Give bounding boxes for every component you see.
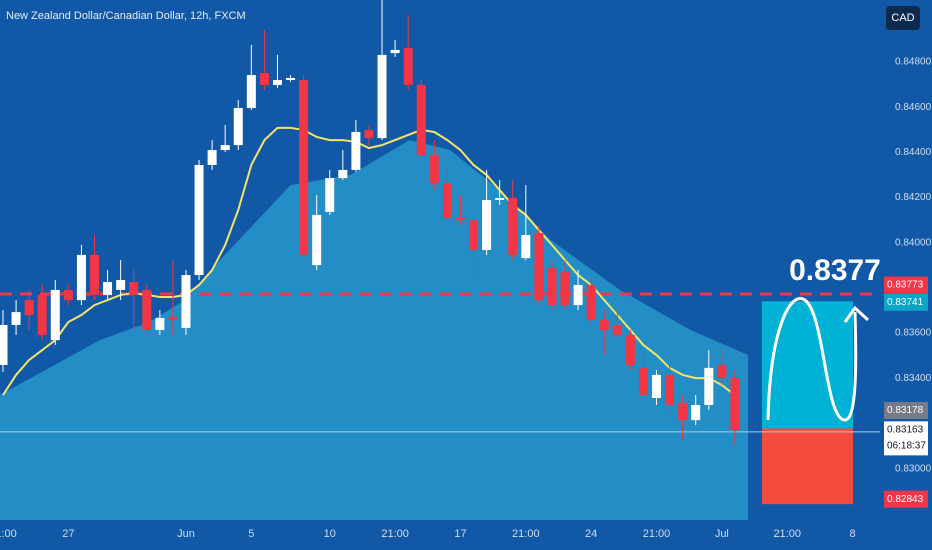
candle-body xyxy=(272,80,282,85)
x-tick-label: 24 xyxy=(585,528,597,540)
price-label: 0.83178 xyxy=(887,405,924,416)
y-tick-label: 0.84800 xyxy=(895,57,932,68)
x-tick-label: 8 xyxy=(849,528,855,540)
x-tick-label: 21:00 xyxy=(381,528,409,540)
y-tick-label: 0.83600 xyxy=(895,328,932,339)
y-tick-label: 0.83000 xyxy=(895,463,932,474)
candle-body xyxy=(691,404,701,421)
candle-body xyxy=(181,275,191,328)
price-label-box xyxy=(884,293,928,311)
currency-button[interactable] xyxy=(886,6,920,30)
x-tick-label: 21:00 xyxy=(643,528,671,540)
price-label-box xyxy=(884,421,928,456)
indicator-area xyxy=(0,140,748,521)
candle-body xyxy=(338,169,348,179)
x-tick-label: 10 xyxy=(324,528,336,540)
price-label: 0.83773 xyxy=(887,280,924,291)
y-tick-label: 0.84000 xyxy=(895,237,932,248)
candle-body xyxy=(390,49,400,54)
x-tick-label: 5 xyxy=(248,528,254,540)
candle-body xyxy=(573,284,583,306)
candle-body xyxy=(521,235,531,259)
candle-body xyxy=(168,317,178,320)
price-label: 0.83163 xyxy=(887,425,924,436)
candle-body xyxy=(233,108,243,146)
candle-body xyxy=(286,77,296,80)
candle-body xyxy=(495,197,505,200)
candle-body xyxy=(116,280,126,290)
candle-body xyxy=(482,200,492,250)
y-tick-label: 0.84200 xyxy=(895,192,932,203)
candle-body xyxy=(155,317,165,330)
x-tick-label: 21:00 xyxy=(773,528,801,540)
candle-body xyxy=(638,367,648,396)
candle-body xyxy=(220,145,230,151)
candle-body xyxy=(547,268,557,306)
y-tick-label: 0.84600 xyxy=(895,102,932,113)
candle-body xyxy=(24,300,34,316)
x-tick-label: 17 xyxy=(454,528,466,540)
candle-body xyxy=(0,324,8,365)
x-tick-label: 21:00 xyxy=(0,528,17,540)
price-label-box xyxy=(884,276,928,294)
candle-body xyxy=(730,378,740,431)
candle-body xyxy=(665,374,675,405)
candle-body xyxy=(560,272,570,306)
candle-body xyxy=(429,155,439,184)
candle-body xyxy=(652,374,662,398)
candle-body xyxy=(469,220,479,250)
candle-body xyxy=(246,75,256,109)
candle-body xyxy=(63,289,73,301)
candle-body xyxy=(508,197,518,255)
price-label: 0.82843 xyxy=(887,494,924,505)
candle-body xyxy=(76,254,86,301)
candle-body xyxy=(364,129,374,139)
y-tick-label: 0.83400 xyxy=(895,373,932,384)
price-label-box xyxy=(884,490,928,508)
candle-body xyxy=(377,54,387,139)
x-tick-label: 21:00 xyxy=(512,528,540,540)
candle-body xyxy=(416,84,426,156)
x-tick-label: Jul xyxy=(715,528,729,540)
candle-body xyxy=(442,183,452,219)
candle-body xyxy=(312,214,322,266)
candle-body xyxy=(37,294,47,335)
candle-body xyxy=(717,364,727,379)
chart-title: New Zealand Dollar/Canadian Dollar, 12h,… xyxy=(6,10,246,22)
candle-body xyxy=(50,289,60,341)
x-tick-label: 27 xyxy=(62,528,74,540)
candle-body xyxy=(403,47,413,85)
candle-body xyxy=(612,324,622,335)
candle-body xyxy=(455,218,465,221)
target-zone xyxy=(762,301,853,429)
stop-zone xyxy=(762,428,853,505)
candle-body xyxy=(299,80,309,255)
target-label: 0.8377 xyxy=(789,254,881,287)
candle-body xyxy=(586,284,596,320)
candle-body xyxy=(678,402,688,421)
candle-body xyxy=(625,334,635,365)
y-tick-label: 0.84400 xyxy=(895,147,932,158)
candle-body xyxy=(129,282,139,295)
candle-body xyxy=(259,72,269,85)
candle-body xyxy=(142,289,152,330)
candle-body xyxy=(89,254,99,295)
candle-body xyxy=(704,367,714,405)
candle-body xyxy=(194,164,204,276)
candle-body xyxy=(11,312,21,325)
candle-body xyxy=(351,131,361,170)
projection-arrow xyxy=(766,297,870,422)
candle-body xyxy=(534,232,544,301)
candle-body xyxy=(103,282,113,295)
price-label: 0.83741 xyxy=(887,297,924,308)
countdown: 06:18:37 xyxy=(887,441,926,452)
price-label-box xyxy=(884,401,928,419)
candle-body xyxy=(325,178,335,212)
candle-body xyxy=(599,320,609,330)
candle-body xyxy=(207,150,217,165)
x-tick-label: Jun xyxy=(177,528,195,540)
moving-average xyxy=(2,126,736,396)
currency-button-label[interactable]: CAD xyxy=(891,12,914,24)
